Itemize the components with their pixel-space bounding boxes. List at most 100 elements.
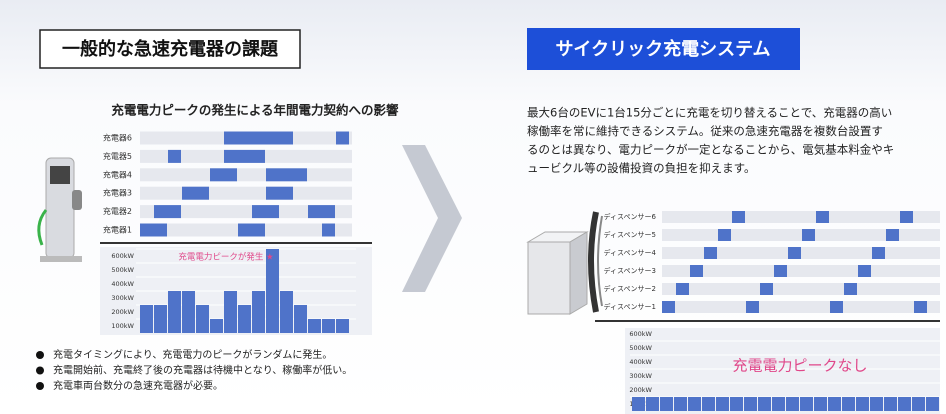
power-bar [884,397,897,411]
power-bar [294,305,307,333]
charge-block [322,224,335,237]
power-bar [238,305,251,333]
y-tick-label: 200kW [111,308,134,316]
y-tick-label: 300kW [111,294,134,302]
power-bar [814,397,827,411]
row-track [662,283,940,295]
power-bar [252,291,265,333]
charge-block [704,247,717,259]
power-bar [716,397,729,411]
power-bar [182,291,195,333]
bullet-text: 充電車両台数分の急速充電器が必要。 [53,379,223,392]
y-tick-label: 500kW [629,344,652,352]
charge-block [140,224,167,237]
power-bar [842,397,855,411]
charge-block [690,265,703,277]
charge-block [662,301,675,313]
left-title: 一般的な急速充電器の課題 [62,38,279,60]
paragraph-line: ュービクル等の設備投資の負担を抑えます。 [527,161,756,175]
charge-block [788,247,801,259]
charge-block [900,211,913,223]
charge-block [816,211,829,223]
power-bar [702,397,715,411]
row-label: 充電器6 [103,133,132,143]
bullet-dot [36,382,44,390]
bullet-text: 充電タイミングにより、充電電力のピークがランダムに発生。 [53,348,332,361]
charge-block [266,187,293,200]
power-bar [154,305,167,333]
power-bar [140,305,153,333]
charge-block [154,205,181,218]
charge-block [844,283,857,295]
row-label: 充電器4 [103,169,132,179]
charge-block [182,187,209,200]
bullet-dot [36,351,44,359]
power-bar [308,319,321,333]
power-bar [828,397,841,411]
power-bar [224,291,237,333]
power-bar [758,397,771,411]
power-bar [336,319,349,333]
row-track [662,301,940,313]
row-label: 充電器5 [103,151,132,161]
power-bar [856,397,869,411]
charge-block [252,205,279,218]
bullet-dot [36,367,44,375]
power-bar [870,397,883,411]
y-tick-label: 500kW [111,266,134,274]
power-bar [632,397,645,411]
y-tick-label: 400kW [629,358,652,366]
power-bar [744,397,757,411]
power-bar [280,291,293,333]
charge-block [914,301,927,313]
power-annotation: 充電電力ピークが発生 ★ [178,252,274,263]
power-bar [772,397,785,411]
row-track [662,265,940,277]
left-chart-title: 充電電力ピークの発生による年間電力契約への影響 [111,103,399,118]
row-label: ディスペンサー3 [604,266,656,275]
power-annotation: 充電電力ピークなし [732,357,867,375]
row-label: 充電器1 [103,225,132,235]
y-tick-label: 200kW [629,386,652,394]
charge-block [886,229,899,241]
power-bar [898,397,911,411]
right-title: サイクリック充電システム [555,38,770,60]
row-label: 充電器2 [103,206,132,216]
charge-block [774,265,787,277]
charge-block [238,224,265,237]
charge-block [732,211,745,223]
bullet-text: 充電開始前、充電終了後の充電器は待機中となり、稼働率が低い。 [53,364,352,377]
power-bar [688,397,701,411]
row-label: ディスペンサー5 [604,230,656,239]
power-bar [912,397,925,411]
charge-block [802,229,815,241]
charge-block [746,301,759,313]
power-bar [926,397,939,411]
y-tick-label: 600kW [111,252,134,260]
charge-block [168,150,181,163]
row-label: ディスペンサー1 [604,302,656,311]
power-bar [660,397,673,411]
power-bar [168,291,181,333]
charge-block [224,132,293,145]
row-track [140,168,352,181]
charge-block [266,168,307,181]
row-label: ディスペンサー2 [604,284,656,293]
y-tick-label: 300kW [629,372,652,380]
charge-block [718,229,731,241]
power-bar [210,319,223,333]
row-label: ディスペンサー6 [604,212,657,221]
row-label: 充電器3 [103,188,132,198]
y-tick-label: 100kW [111,322,134,330]
power-bar [800,397,813,411]
charge-block [336,132,349,145]
y-tick-label: 400kW [111,280,134,288]
charge-block [872,247,885,259]
power-bar [786,397,799,411]
paragraph-line: 最大6台のEVに1台15分ごとに充電を切り替えることで、充電器の高い [527,106,892,120]
row-track [140,187,352,200]
row-label: ディスペンサー4 [604,248,657,257]
power-bar [646,397,659,411]
power-bar [322,319,335,333]
power-bar [730,397,743,411]
